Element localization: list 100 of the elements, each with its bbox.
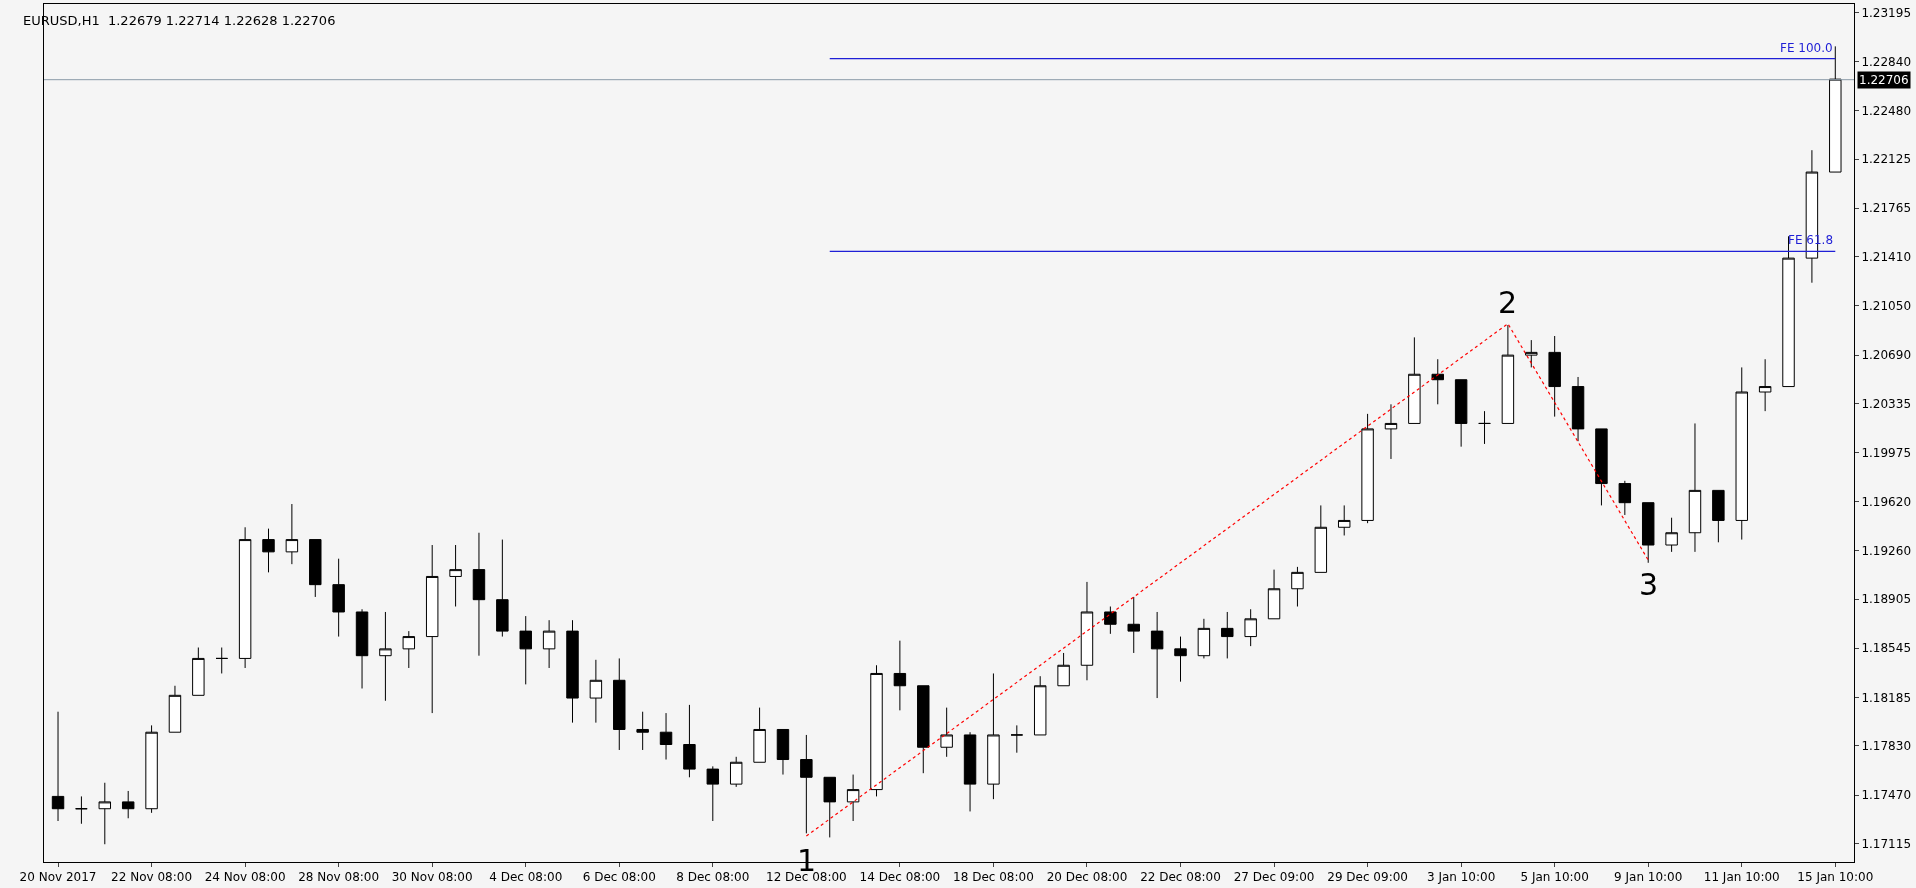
- candlestick: [1244, 608, 1257, 647]
- y-tick-label: 1.21050: [1861, 299, 1912, 314]
- y-tick-label: 1.18545: [1861, 641, 1912, 656]
- x-tick-label: 20 Dec 08:00: [1046, 870, 1128, 885]
- x-tick-label: 4 Dec 08:00: [489, 870, 563, 885]
- y-tick-label: 1.20335: [1861, 396, 1912, 411]
- candlestick: [893, 640, 907, 711]
- y-tick-label: 1.23195: [1861, 6, 1912, 21]
- candlestick: [1641, 502, 1655, 564]
- candlestick: [238, 526, 252, 669]
- candlestick: [121, 790, 135, 819]
- y-tick-label: 1.17470: [1861, 788, 1912, 803]
- y-tick-label: 1.17115: [1861, 836, 1912, 851]
- y-tick-label: 1.19260: [1861, 543, 1912, 558]
- ref-line-label: 1.22706: [1859, 73, 1909, 87]
- x-tick-label: 18 Dec 08:00: [953, 870, 1034, 885]
- y-tick-label: 1.22480: [1861, 103, 1912, 118]
- candlestick: [75, 795, 88, 825]
- x-tick-label: 3 Jan 10:00: [1426, 870, 1496, 885]
- candlestick: [355, 608, 369, 689]
- candlestick: [262, 528, 275, 573]
- candlestick: [192, 647, 205, 696]
- y-tick-label: 1.21410: [1861, 249, 1912, 264]
- candlestick: [519, 615, 532, 685]
- x-tick-label: 29 Dec 09:00: [1327, 870, 1408, 885]
- annotation: 2: [1498, 285, 1518, 320]
- candlestick: [917, 685, 930, 774]
- candlestick: [940, 707, 953, 758]
- annotation: 3: [1639, 567, 1659, 602]
- candlestick: [659, 712, 673, 761]
- y-tick-label: 1.18185: [1861, 690, 1912, 705]
- candlestick: [846, 774, 860, 822]
- y-tick-label: 1.22125: [1861, 152, 1912, 167]
- candlestick: [1221, 611, 1234, 659]
- y-tick-label: 1.20690: [1861, 348, 1912, 363]
- y-tick-label: 1.19620: [1861, 494, 1912, 509]
- y-tick-label: 1.19975: [1861, 446, 1912, 461]
- candlestick: [963, 731, 977, 812]
- candlestick: [1267, 569, 1281, 620]
- y-tick-label: 1.18905: [1861, 592, 1912, 607]
- x-tick-label: 22 Nov 08:00: [111, 870, 193, 885]
- x-tick-label: 30 Nov 08:00: [391, 870, 473, 885]
- candlestick: [753, 707, 766, 763]
- candlestick: [309, 539, 322, 598]
- x-tick-label: 11 Jan 10:00: [1703, 870, 1780, 885]
- x-tick-label: 12 Dec 08:00: [766, 870, 847, 885]
- candlestick: [1150, 611, 1164, 699]
- candlestick: [1595, 428, 1608, 506]
- candlestick: [168, 685, 182, 733]
- candlestick: [1758, 358, 1772, 412]
- candlestick: [1431, 358, 1444, 405]
- y-tick-label: 1.21765: [1861, 201, 1912, 216]
- candlestick: [98, 782, 112, 845]
- candlestick: [1548, 335, 1561, 418]
- candlestick: [1033, 675, 1047, 736]
- series-label: FE 100.0: [1780, 41, 1833, 55]
- x-tick-label: 5 Jan 10:00: [1520, 870, 1589, 885]
- candlestick: [449, 544, 462, 608]
- candlestick: [51, 711, 65, 822]
- candlestick: [1010, 724, 1024, 754]
- candlestick: [285, 503, 299, 565]
- candlestick: [1127, 596, 1140, 654]
- candlestick: [1197, 618, 1211, 659]
- candlestick: [379, 611, 392, 702]
- candlestick: [1665, 517, 1678, 553]
- candlestick: [729, 756, 743, 788]
- candlestick: [1618, 480, 1632, 516]
- candlestick: [1525, 339, 1538, 368]
- candlestick: [636, 711, 649, 751]
- candlestick: [472, 532, 486, 657]
- candlestick: [425, 544, 439, 714]
- candlestick: [145, 724, 158, 814]
- candlestick: [496, 539, 509, 638]
- candlestick: [1080, 581, 1094, 681]
- candlestick: [800, 734, 813, 834]
- candlestick: [1314, 504, 1328, 573]
- candlestick: [1571, 376, 1585, 442]
- candlestick: [1478, 410, 1491, 445]
- candlestick: [1384, 403, 1398, 460]
- candlestick: [1501, 324, 1515, 424]
- y-tick-label: 1.22840: [1861, 54, 1912, 69]
- x-tick-label: 8 Dec 08:00: [676, 870, 750, 885]
- x-tick-label: 24 Nov 08:00: [204, 870, 286, 885]
- candlestick: [823, 776, 836, 838]
- candlestick: [776, 728, 790, 776]
- x-tick-label: 15 Jan 10:00: [1797, 870, 1874, 885]
- x-tick-label: 20 Nov 2017: [19, 870, 97, 885]
- candlestick: [589, 659, 603, 724]
- candlestick: [1688, 422, 1702, 553]
- candlestick: [1337, 504, 1351, 536]
- x-tick-label: 9 Jan 10:00: [1614, 870, 1683, 885]
- candlestick: [1174, 636, 1187, 683]
- x-tick-label: 6 Dec 08:00: [582, 870, 656, 885]
- candlestick: [566, 619, 579, 724]
- candlestick: [215, 647, 228, 674]
- candlestick: [1454, 379, 1468, 448]
- candlestick: [987, 672, 1000, 800]
- candlestick: [683, 704, 696, 778]
- candlestick: [1104, 606, 1117, 635]
- candlestick: [1057, 652, 1070, 687]
